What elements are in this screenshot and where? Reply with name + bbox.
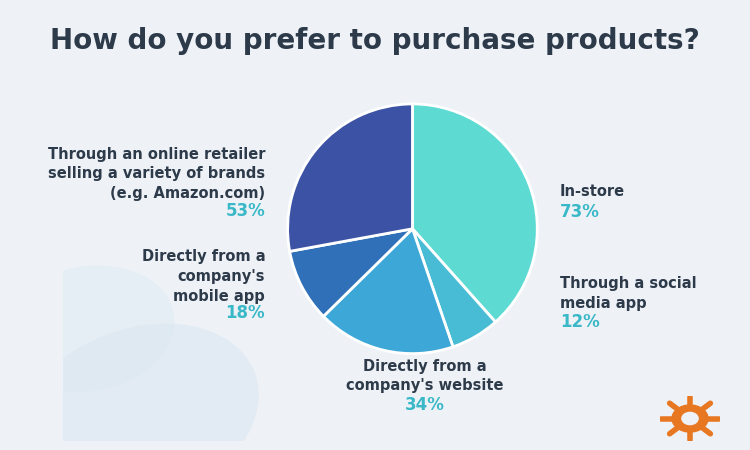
Text: How do you prefer to purchase products?: How do you prefer to purchase products? (50, 27, 700, 55)
Ellipse shape (2, 266, 175, 392)
Text: 34%: 34% (405, 396, 445, 414)
Text: 12%: 12% (560, 313, 599, 331)
Text: 18%: 18% (226, 304, 266, 322)
Wedge shape (323, 229, 453, 354)
Text: Directly from a
company's
mobile app: Directly from a company's mobile app (142, 249, 266, 303)
Text: Through a social
media app: Through a social media app (560, 276, 697, 311)
Text: 73%: 73% (560, 203, 600, 221)
Ellipse shape (16, 324, 259, 450)
Text: 53%: 53% (226, 202, 266, 220)
Text: Through an online retailer
selling a variety of brands
(e.g. Amazon.com): Through an online retailer selling a var… (48, 147, 266, 201)
Text: In-store: In-store (560, 184, 625, 199)
Wedge shape (413, 229, 496, 347)
Circle shape (682, 412, 698, 425)
Circle shape (672, 405, 708, 432)
Wedge shape (413, 104, 537, 322)
Text: Directly from a
company's website: Directly from a company's website (346, 359, 504, 393)
Wedge shape (287, 104, 412, 252)
Wedge shape (290, 229, 412, 316)
